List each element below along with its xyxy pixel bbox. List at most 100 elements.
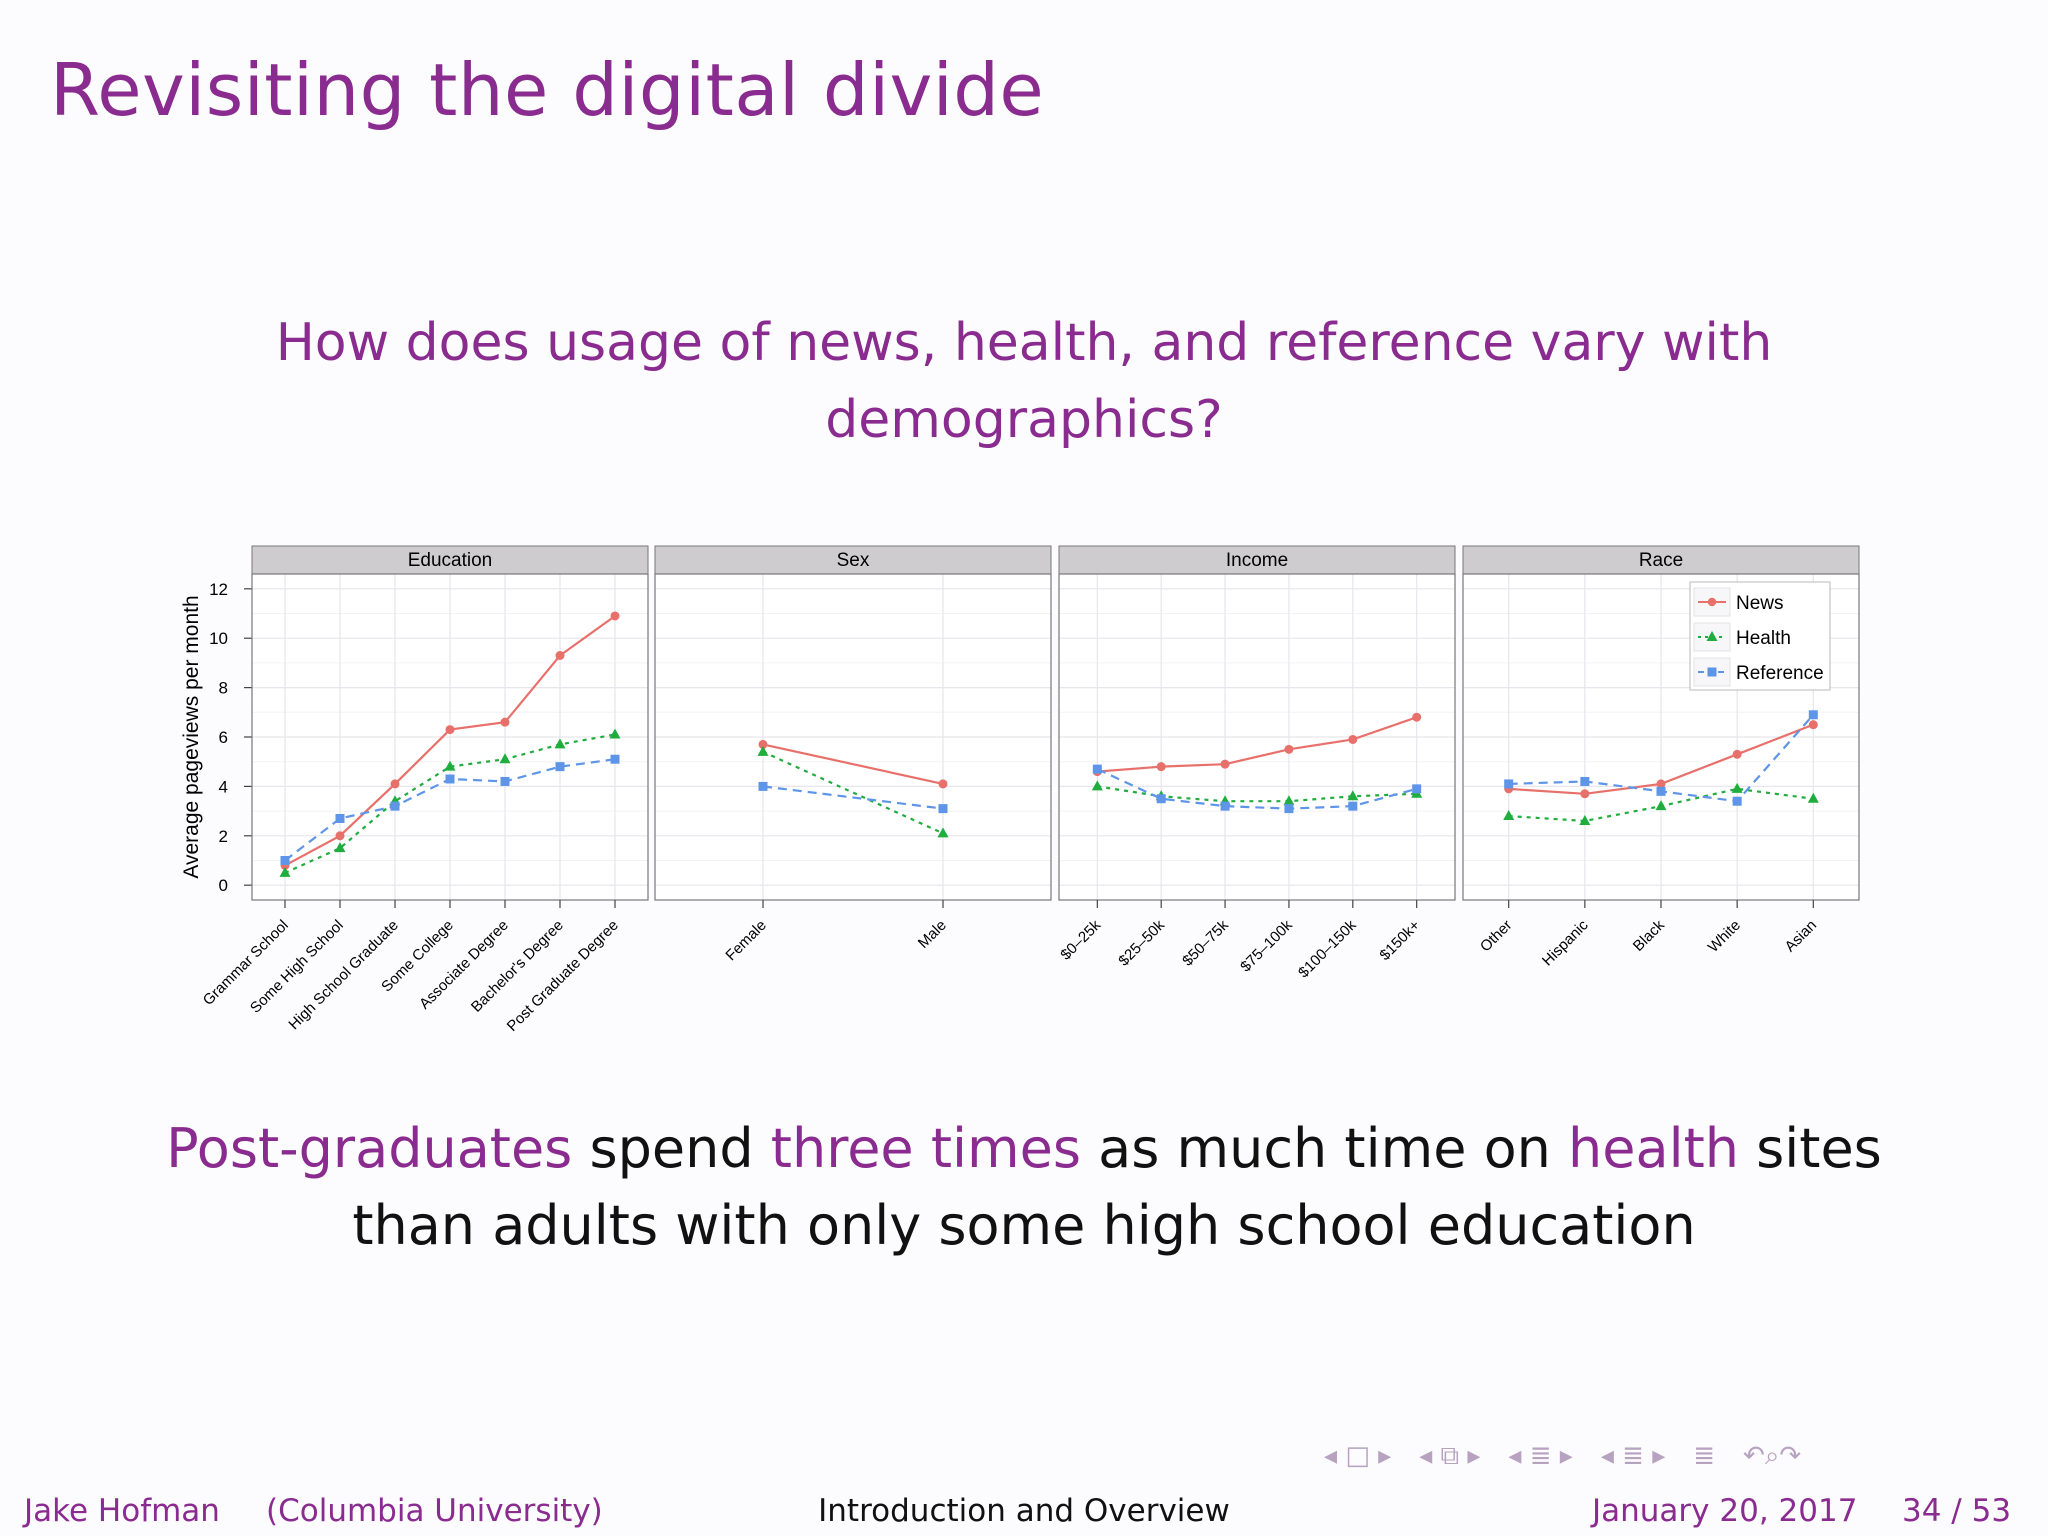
legend-marker-health bbox=[1706, 631, 1718, 641]
y-tick-label: 8 bbox=[219, 679, 228, 698]
section-icon[interactable]: ◂ ≣ ▸ bbox=[1600, 1441, 1666, 1471]
x-tick-label: Other bbox=[1477, 917, 1516, 956]
slide-footer: Jake Hofman (Columbia University) Introd… bbox=[0, 1488, 2048, 1534]
data-point-news bbox=[335, 831, 345, 841]
panel-strip bbox=[654, 545, 1052, 575]
data-point-news bbox=[555, 651, 565, 660]
data-point-reference bbox=[1656, 786, 1666, 796]
data-point-reference bbox=[280, 855, 290, 865]
footer-author: Jake Hofman bbox=[24, 1493, 220, 1529]
data-point-reference bbox=[1284, 804, 1294, 814]
legend-marker-reference bbox=[1707, 667, 1717, 677]
data-point-reference bbox=[1808, 710, 1818, 720]
panel-title: Sex bbox=[837, 550, 870, 571]
legend-label-news: News bbox=[1736, 593, 1784, 614]
x-tick-label: Male bbox=[915, 917, 950, 952]
data-point-reference bbox=[938, 804, 948, 814]
x-tick-label: White bbox=[1705, 917, 1744, 956]
data-point-news bbox=[1348, 734, 1358, 744]
data-point-health bbox=[499, 753, 511, 764]
footer-page-number: 34 / 53 bbox=[1902, 1493, 2012, 1529]
data-point-reference bbox=[1504, 779, 1514, 789]
frame-icon[interactable]: ◂ ⧉ ▸ bbox=[1419, 1440, 1481, 1471]
data-point-health bbox=[1347, 790, 1359, 801]
slide-question: How does usage of news, health, and refe… bbox=[275, 313, 1773, 450]
data-point-news bbox=[1580, 789, 1590, 799]
x-tick-label: $0–25k bbox=[1057, 916, 1104, 963]
panel-border bbox=[1058, 573, 1456, 901]
x-tick-label: Bachelor's Degree bbox=[468, 917, 567, 1016]
data-point-health bbox=[937, 827, 949, 838]
conclusion-highlight-postgrad: Post-graduates bbox=[166, 1117, 573, 1180]
data-point-reference bbox=[758, 781, 768, 791]
nav-left-icon[interactable]: ◂ □ ▸ bbox=[1324, 1441, 1392, 1471]
conclusion-text: as much time on bbox=[1080, 1117, 1569, 1180]
data-point-reference bbox=[1732, 796, 1742, 806]
data-point-news bbox=[500, 717, 510, 727]
demographics-chart: Average pageviews per month 0 2 4 6 8 10 12 Educ… bbox=[180, 545, 1860, 1035]
series-line-news bbox=[762, 743, 944, 785]
panel-strip bbox=[1058, 545, 1456, 575]
data-point-news bbox=[758, 739, 768, 749]
legend-label-health: Health bbox=[1736, 628, 1791, 649]
data-point-news bbox=[1732, 749, 1742, 759]
data-point-reference bbox=[1348, 801, 1358, 811]
data-point-health bbox=[757, 745, 769, 756]
data-point-news bbox=[1156, 762, 1166, 772]
slide-conclusion: Post-graduates spend three times as much… bbox=[120, 1110, 1928, 1264]
y-axis-label: Average pageviews per month bbox=[180, 595, 203, 878]
footer-institution: (Columbia University) bbox=[266, 1493, 603, 1529]
x-tick-label: Some High School bbox=[247, 917, 347, 1017]
data-point-health bbox=[1655, 800, 1667, 811]
data-point-reference bbox=[390, 801, 400, 811]
x-tick-label: Black bbox=[1630, 916, 1668, 954]
search-icon[interactable]: ↶⌕↷ bbox=[1743, 1440, 1802, 1471]
data-point-news bbox=[1808, 720, 1818, 730]
data-point-reference bbox=[500, 776, 510, 786]
x-tick-label: High School Graduate bbox=[285, 917, 401, 1033]
panel-title: Race bbox=[1639, 550, 1683, 571]
x-tick-label: $100–150k bbox=[1295, 916, 1360, 981]
x-tick-label: Hispanic bbox=[1539, 916, 1592, 969]
data-point-news bbox=[1220, 759, 1230, 769]
align-icon[interactable]: ≣ bbox=[1693, 1441, 1716, 1471]
data-point-health bbox=[1091, 780, 1103, 791]
conclusion-highlight-three-times: three times bbox=[770, 1117, 1081, 1180]
subsection-icon[interactable]: ◂ ≣ ▸ bbox=[1508, 1441, 1573, 1471]
conclusion-text: sites than adults with only some high sc… bbox=[352, 1117, 1882, 1257]
data-point-health bbox=[279, 866, 291, 877]
data-point-reference bbox=[1156, 794, 1166, 804]
data-point-reference bbox=[1092, 764, 1102, 774]
data-point-news bbox=[445, 725, 455, 735]
data-point-health bbox=[1579, 814, 1591, 825]
y-tick-label: 2 bbox=[219, 827, 228, 846]
y-tick-label: 12 bbox=[209, 580, 228, 599]
data-point-reference bbox=[1580, 776, 1590, 786]
data-point-reference bbox=[445, 774, 455, 784]
data-point-reference bbox=[1412, 784, 1422, 794]
x-tick-label: Asian bbox=[1782, 917, 1821, 956]
conclusion-text: spend bbox=[572, 1117, 771, 1180]
y-tick-label: 0 bbox=[219, 876, 228, 895]
data-point-news bbox=[610, 611, 620, 621]
data-point-health bbox=[1731, 782, 1743, 793]
panel-border bbox=[654, 573, 1052, 901]
x-tick-label: Post Graduate Degree bbox=[504, 917, 622, 1035]
y-tick-label: 10 bbox=[209, 629, 228, 648]
legend-marker-news bbox=[1707, 597, 1717, 607]
panel-title: Education bbox=[408, 550, 493, 571]
data-point-health bbox=[609, 728, 621, 739]
data-point-health bbox=[1807, 792, 1819, 803]
data-point-reference bbox=[1220, 801, 1230, 811]
x-tick-label: $150k+ bbox=[1376, 917, 1423, 964]
data-point-news bbox=[938, 779, 948, 789]
slide-title: Revisiting the digital divide bbox=[50, 48, 1045, 132]
y-tick-label: 4 bbox=[219, 777, 228, 796]
data-point-news bbox=[390, 779, 400, 789]
beamer-nav-bar: ◂ □ ▸ ◂ ⧉ ▸ ◂ ≣ ▸ ◂ ≣ ▸ ≣ ↶⌕↷ bbox=[1318, 1438, 1807, 1474]
data-point-health bbox=[1503, 810, 1515, 821]
data-point-reference bbox=[555, 762, 565, 772]
y-tick-label: 6 bbox=[219, 728, 228, 747]
panel-title: Income bbox=[1226, 550, 1288, 571]
data-point-news bbox=[1412, 712, 1422, 722]
